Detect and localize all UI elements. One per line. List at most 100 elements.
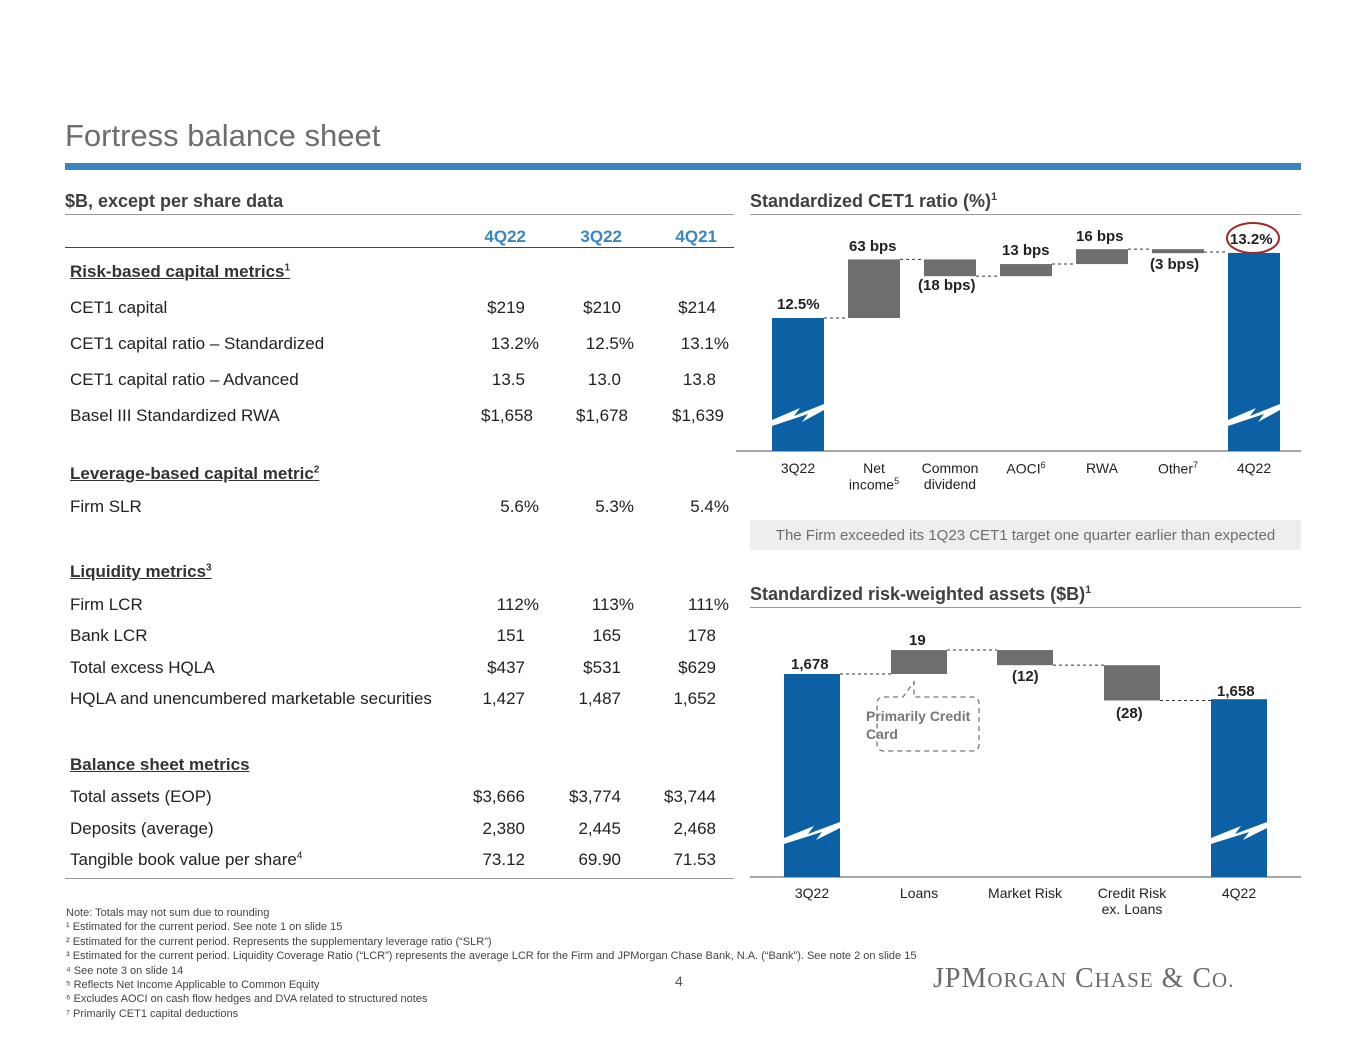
table-cell: 112% bbox=[496, 595, 539, 614]
cet1-value-label: 13.2% bbox=[1230, 231, 1273, 248]
title-rule bbox=[65, 163, 1301, 170]
rwa-bar-4 bbox=[1211, 699, 1267, 877]
table-cell: 178 bbox=[687, 626, 716, 645]
axis-break-icon bbox=[772, 404, 824, 426]
rwa-title-rule bbox=[750, 607, 1301, 608]
row-label: Tangible book value per share4 bbox=[70, 850, 303, 869]
cet1-value-label: 16 bps bbox=[1076, 228, 1124, 245]
rwa-callout-text: Primarily Credit Card bbox=[866, 708, 971, 742]
rwa-category-label: Credit Risk ex. Loans bbox=[1097, 885, 1167, 917]
table-bottom-rule bbox=[65, 878, 734, 879]
table-cell: $1,639 bbox=[672, 406, 724, 425]
cet1-bar-0 bbox=[772, 318, 824, 451]
cet1-value-label: 12.5% bbox=[777, 296, 820, 313]
cet1-value-label: (18 bps) bbox=[918, 277, 976, 294]
table-cell: 13.1% bbox=[680, 334, 729, 353]
rwa-bar-3 bbox=[1104, 665, 1160, 701]
cet1-value-label: 63 bps bbox=[849, 238, 897, 255]
rwa-bar-2 bbox=[997, 650, 1053, 666]
table-cell: 151 bbox=[496, 626, 525, 645]
col-header-4q22: 4Q22 bbox=[484, 227, 526, 246]
table-cell: 5.4% bbox=[690, 497, 729, 516]
table-cell: 2,445 bbox=[578, 819, 621, 838]
col-header-4q21: 4Q21 bbox=[675, 227, 717, 246]
footnote: ⁵ Reflects Net Income Applicable to Comm… bbox=[66, 979, 320, 991]
col-header-3q22: 3Q22 bbox=[580, 227, 622, 246]
footnote: ⁷ Primarily CET1 capital deductions bbox=[66, 1007, 239, 1020]
row-label: CET1 capital ratio – Standardized bbox=[70, 334, 325, 353]
cet1-category-label: Net income5 bbox=[848, 460, 900, 493]
rwa-value-label: 19 bbox=[909, 632, 926, 649]
axis-break-icon bbox=[784, 822, 840, 844]
rwa-category-label: 4Q22 bbox=[1221, 885, 1257, 901]
table-cell: 2,468 bbox=[673, 819, 716, 838]
table-cell: $1,658 bbox=[481, 406, 533, 425]
jpmorgan-logo: JPMORGAN CHASE & CO. bbox=[933, 963, 1235, 994]
table-cell: 71.53 bbox=[673, 850, 716, 869]
row-label: Bank LCR bbox=[70, 626, 148, 645]
table-heading: $B, except per share data bbox=[65, 191, 284, 211]
table-cell: 113% bbox=[591, 595, 634, 614]
footnote: ¹ Estimated for the current period. See … bbox=[66, 921, 343, 934]
axis-break-icon bbox=[1228, 404, 1280, 426]
row-label: CET1 capital bbox=[70, 298, 168, 317]
cet1-value-label: (3 bps) bbox=[1150, 256, 1200, 273]
page-number: 4 bbox=[675, 973, 683, 989]
rwa-bar-1 bbox=[891, 650, 947, 674]
table-cell: $437 bbox=[487, 658, 525, 677]
cet1-value-label: 13 bps bbox=[1002, 242, 1050, 259]
table-cell: $1,678 bbox=[576, 406, 628, 425]
cet1-category-label: Other7 bbox=[1157, 460, 1199, 477]
cet1-bar-5 bbox=[1152, 249, 1204, 254]
table-cell: $3,666 bbox=[473, 787, 525, 806]
rwa-bar-0 bbox=[784, 674, 840, 877]
cet1-bar-4 bbox=[1076, 249, 1128, 265]
row-label: Deposits (average) bbox=[70, 819, 214, 838]
table-cell: 73.12 bbox=[482, 850, 525, 869]
row-label: Firm LCR bbox=[70, 595, 143, 614]
table-cell: 5.6% bbox=[500, 497, 539, 516]
cet1-bar-3 bbox=[1000, 264, 1052, 277]
table-cell: 1,652 bbox=[673, 689, 716, 708]
rwa-chart-title: Standardized risk-weighted assets ($B)1 bbox=[750, 584, 1092, 604]
cet1-category-label: AOCI6 bbox=[1006, 460, 1046, 477]
rwa-category-label: Market Risk bbox=[988, 885, 1062, 901]
rwa-category-label: Loans bbox=[899, 885, 939, 901]
header-rule bbox=[65, 247, 734, 248]
table-cell: 165 bbox=[592, 626, 621, 645]
cet1-waterfall-chart bbox=[736, 222, 1301, 452]
table-cell: 1,487 bbox=[578, 689, 621, 708]
page-title: Fortress balance sheet bbox=[65, 118, 381, 153]
table-cell: 13.8 bbox=[682, 370, 716, 389]
rwa-value-label: (12) bbox=[1012, 668, 1039, 685]
table-cell: $629 bbox=[678, 658, 716, 677]
table-cell: 12.5% bbox=[585, 334, 634, 353]
cet1-chart-title: Standardized CET1 ratio (%)1 bbox=[750, 191, 998, 211]
cet1-category-label: RWA bbox=[1086, 460, 1118, 476]
cet1-banner: The Firm exceeded its 1Q23 CET1 target o… bbox=[750, 520, 1301, 550]
rwa-category-label: 3Q22 bbox=[794, 885, 830, 901]
rwa-waterfall-chart bbox=[750, 649, 1301, 878]
table-cell: $3,744 bbox=[664, 787, 716, 806]
rwa-value-label: 1,658 bbox=[1217, 683, 1255, 700]
table-cell: 13.5 bbox=[491, 370, 525, 389]
group-heading: Leverage-based capital metric2 bbox=[70, 464, 320, 483]
axis-break-icon bbox=[1211, 822, 1267, 844]
table-cell: 13.0 bbox=[587, 370, 621, 389]
callout-bubble-icon bbox=[876, 680, 980, 752]
footnote: Note: Totals may not sum due to rounding bbox=[66, 907, 270, 919]
row-label: CET1 capital ratio – Advanced bbox=[70, 370, 299, 389]
table-cell: $531 bbox=[583, 658, 621, 677]
cet1-category-label: Common dividend bbox=[921, 460, 979, 492]
rwa-value-label: (28) bbox=[1116, 705, 1143, 722]
row-label: Firm SLR bbox=[70, 497, 142, 516]
highlight-circle-icon bbox=[1226, 222, 1280, 254]
row-label: Total excess HQLA bbox=[70, 658, 215, 677]
table-top-rule bbox=[65, 214, 734, 215]
group-heading: Balance sheet metrics bbox=[70, 755, 250, 774]
table-cell: $219 bbox=[487, 298, 525, 317]
row-label: Basel III Standardized RWA bbox=[70, 406, 280, 425]
table-cell: $210 bbox=[583, 298, 621, 317]
table-cell: 5.3% bbox=[595, 497, 634, 516]
rwa-value-label: 1,678 bbox=[791, 656, 829, 673]
